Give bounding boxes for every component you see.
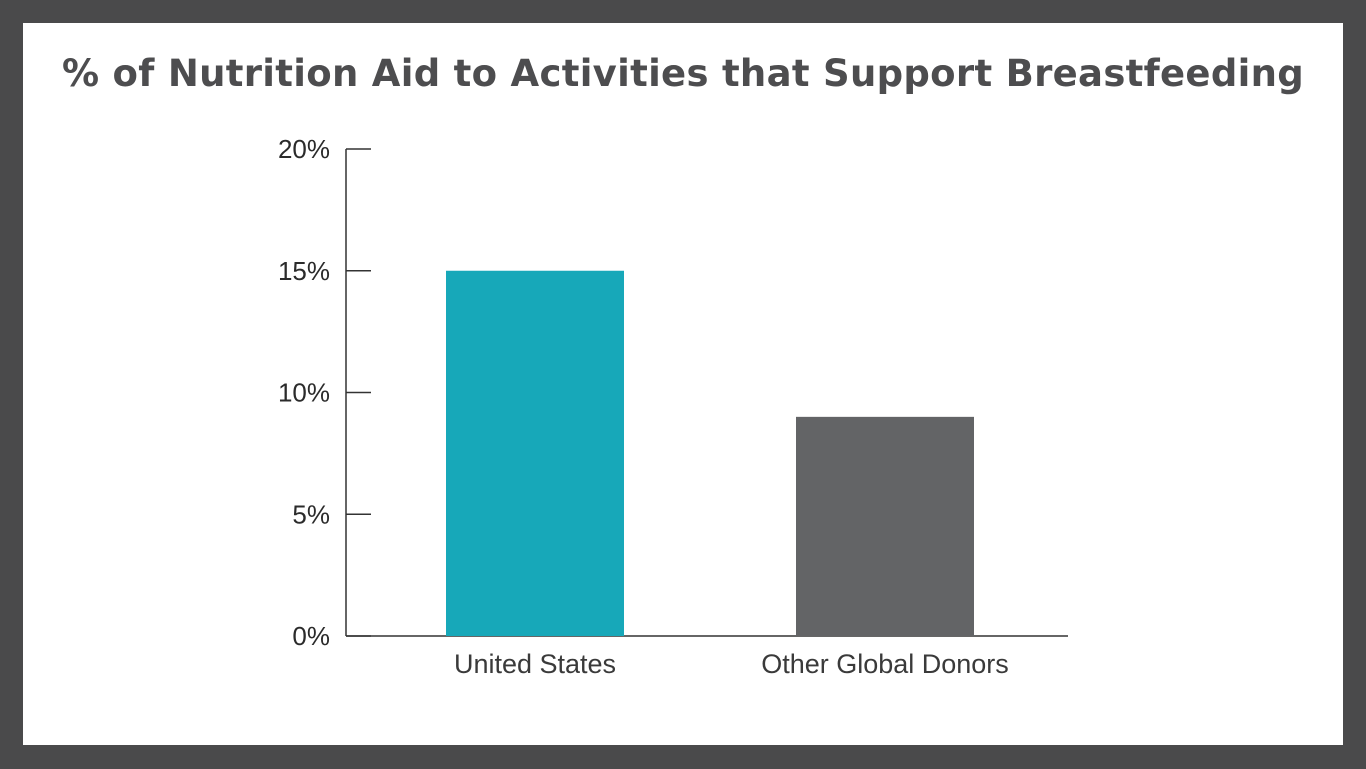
- bar: [796, 416, 974, 636]
- bar: [446, 270, 624, 636]
- bars: [446, 270, 974, 636]
- x-category-label: United States: [454, 649, 616, 679]
- y-tick-label: 5%: [292, 499, 330, 529]
- x-axis-labels: United States Other Global Donors: [454, 649, 1009, 679]
- y-tick-label: 15%: [278, 256, 330, 286]
- x-category-label: Other Global Donors: [761, 649, 1009, 679]
- y-axis-ticks: 0% 5% 10% 15% 20%: [278, 134, 371, 651]
- chart-card: [23, 23, 1343, 745]
- y-tick-label: 20%: [278, 134, 330, 164]
- chart-title: % of Nutrition Aid to Activities that Su…: [61, 52, 1305, 95]
- y-tick-label: 0%: [292, 621, 330, 651]
- y-tick-label: 10%: [278, 378, 330, 408]
